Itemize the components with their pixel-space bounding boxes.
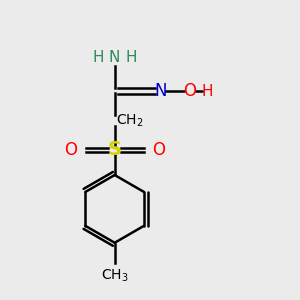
Text: O: O [152,141,165,159]
Text: N: N [154,82,167,100]
Text: H: H [93,50,104,65]
Text: H: H [201,84,213,99]
Text: O: O [64,141,78,159]
Text: H: H [125,50,136,65]
Text: CH$_2$: CH$_2$ [116,112,144,129]
Text: O: O [183,82,196,100]
Text: CH$_3$: CH$_3$ [101,268,128,284]
Text: S: S [108,140,122,160]
Text: N: N [109,50,120,65]
